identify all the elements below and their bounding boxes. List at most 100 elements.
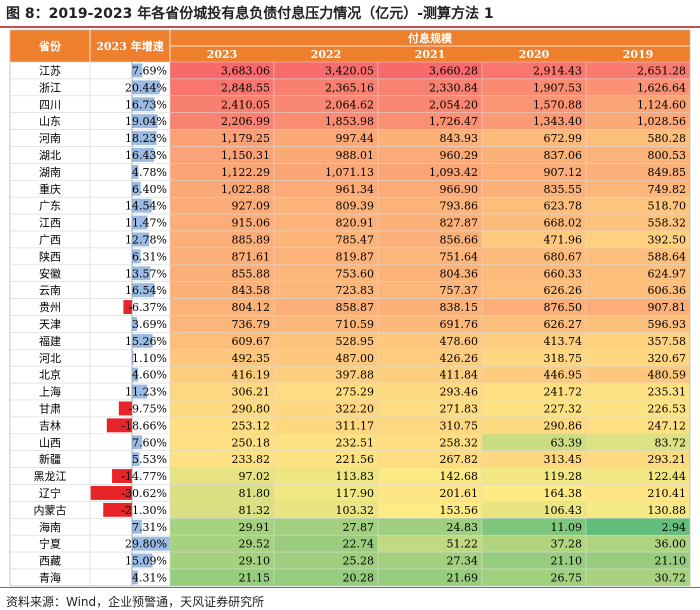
heat-value-2020: 290.86: [544, 419, 583, 432]
heat-value-2020: 164.38: [544, 487, 583, 500]
growth-bar-positive: [132, 570, 138, 585]
growth-value: 15.09%: [125, 555, 167, 568]
growth-value: 4.31%: [132, 571, 167, 584]
header-year-2023: 2023: [207, 48, 238, 61]
growth-value: 19.04%: [125, 115, 167, 128]
heat-value-2022: 2,365.16: [325, 81, 374, 94]
growth-bar-positive: [132, 249, 141, 264]
growth-value: 12.78%: [125, 233, 167, 246]
heat-value-2019: 320.67: [648, 352, 687, 365]
growth-bar-positive: [132, 80, 160, 95]
growth-bar-positive: [132, 350, 134, 365]
heat-value-2019: 392.50: [648, 233, 687, 246]
growth-value: 7.60%: [132, 436, 167, 449]
heat-value-2022: 322.20: [336, 402, 375, 415]
growth-value: 1.10%: [132, 352, 167, 365]
growth-value: -21.30%: [121, 504, 167, 517]
growth-bar-negative: [123, 300, 132, 314]
heat-value-2022: 961.34: [336, 183, 375, 196]
heat-value-2019: 122.44: [648, 470, 687, 483]
heat-value-2019: 624.97: [648, 267, 687, 280]
province-name: 陕西: [39, 249, 61, 263]
growth-value: -18.66%: [121, 419, 167, 432]
heat-value-2022: 487.00: [336, 352, 375, 365]
heat-value-2022: 753.60: [336, 267, 375, 280]
heat-value-2023: 3,683.06: [221, 64, 270, 77]
heat-value-2021: 426.26: [440, 352, 479, 365]
heat-value-2019: 130.88: [648, 504, 687, 517]
heat-value-2020: 21.10: [551, 555, 583, 568]
heat-value-2020: 446.95: [544, 369, 583, 382]
heat-value-2021: 258.32: [440, 436, 479, 449]
heat-value-2021: 27.34: [447, 555, 479, 568]
growth-value: 7.69%: [132, 64, 167, 77]
growth-bar-positive: [132, 283, 155, 298]
heat-value-2022: 997.44: [336, 132, 375, 145]
growth-value: 15.26%: [125, 335, 167, 348]
heat-value-2019: 1,028.56: [637, 115, 686, 128]
growth-value: 13.57%: [125, 267, 167, 280]
growth-bar-positive: [132, 164, 139, 179]
growth-bar-positive: [132, 266, 151, 281]
heat-value-2019: 226.53: [648, 402, 687, 415]
heat-value-2021: 966.90: [440, 183, 479, 196]
heat-value-2019: 210.41: [648, 487, 687, 500]
heat-value-2019: 558.32: [648, 217, 687, 230]
growth-value: 3.69%: [132, 318, 167, 331]
province-name: 宁夏: [39, 537, 61, 551]
growth-value: -6.37%: [128, 301, 167, 314]
province-name: 内蒙古: [34, 503, 67, 517]
growth-bar-positive: [132, 131, 157, 145]
heat-value-2020: 1,907.53: [533, 81, 582, 94]
heat-value-2021: 201.61: [440, 487, 479, 500]
growth-bar-negative: [112, 469, 132, 483]
heat-value-2023: 915.06: [232, 217, 271, 230]
heat-value-2019: 588.64: [648, 250, 687, 263]
heat-value-2020: 1,570.88: [533, 98, 582, 111]
heat-value-2023: 81.32: [239, 504, 271, 517]
heat-value-2020: 313.45: [544, 453, 583, 466]
heat-value-2021: 838.15: [440, 301, 479, 314]
heat-value-2019: 357.58: [648, 335, 687, 348]
province-name: 海南: [39, 520, 61, 534]
heat-value-2020: 37.28: [551, 538, 583, 551]
heat-value-2023: 1,122.29: [221, 166, 270, 179]
heat-value-2022: 710.59: [336, 318, 375, 331]
heat-value-2022: 820.91: [336, 217, 375, 230]
growth-value: 18.23%: [125, 132, 167, 145]
heat-value-2022: 3,420.05: [325, 64, 374, 77]
heat-value-2022: 25.28: [343, 555, 375, 568]
heat-value-2022: 1,071.13: [325, 166, 374, 179]
heat-value-2019: 2.94: [662, 521, 687, 534]
growth-value: -14.77%: [121, 470, 167, 483]
heat-value-2023: 2,206.99: [221, 115, 270, 128]
heat-value-2020: 835.55: [544, 183, 583, 196]
heat-value-2019: 580.28: [648, 132, 687, 145]
heat-value-2020: 680.67: [544, 250, 583, 263]
growth-bar-positive: [132, 367, 139, 382]
province-name: 福建: [39, 334, 61, 348]
heat-value-2021: 804.36: [440, 267, 479, 280]
heat-value-2021: 478.60: [440, 335, 479, 348]
growth-bar-positive: [132, 553, 153, 568]
heat-value-2021: 1,726.47: [429, 115, 478, 128]
heat-value-2023: 233.82: [232, 453, 271, 466]
growth-value: -30.62%: [121, 487, 167, 500]
heat-value-2022: 988.01: [336, 149, 375, 162]
heat-value-2023: 253.12: [232, 419, 271, 432]
heat-value-2019: 606.36: [648, 284, 687, 297]
heat-value-2019: 907.81: [648, 301, 687, 314]
heat-value-2019: 83.72: [655, 436, 687, 449]
growth-bar-positive: [132, 114, 158, 129]
province-name: 重庆: [39, 182, 61, 196]
heat-value-2023: 29.10: [239, 555, 271, 568]
growth-value: 11.47%: [125, 217, 167, 230]
province-name: 湖南: [39, 166, 61, 179]
heat-value-2022: 809.39: [336, 200, 375, 213]
heat-value-2023: 804.12: [232, 301, 271, 314]
heat-value-2022: 858.87: [336, 301, 375, 314]
heat-value-2019: 235.31: [648, 386, 687, 399]
growth-bar-positive: [132, 519, 142, 534]
growth-value: 11.23%: [125, 386, 167, 399]
